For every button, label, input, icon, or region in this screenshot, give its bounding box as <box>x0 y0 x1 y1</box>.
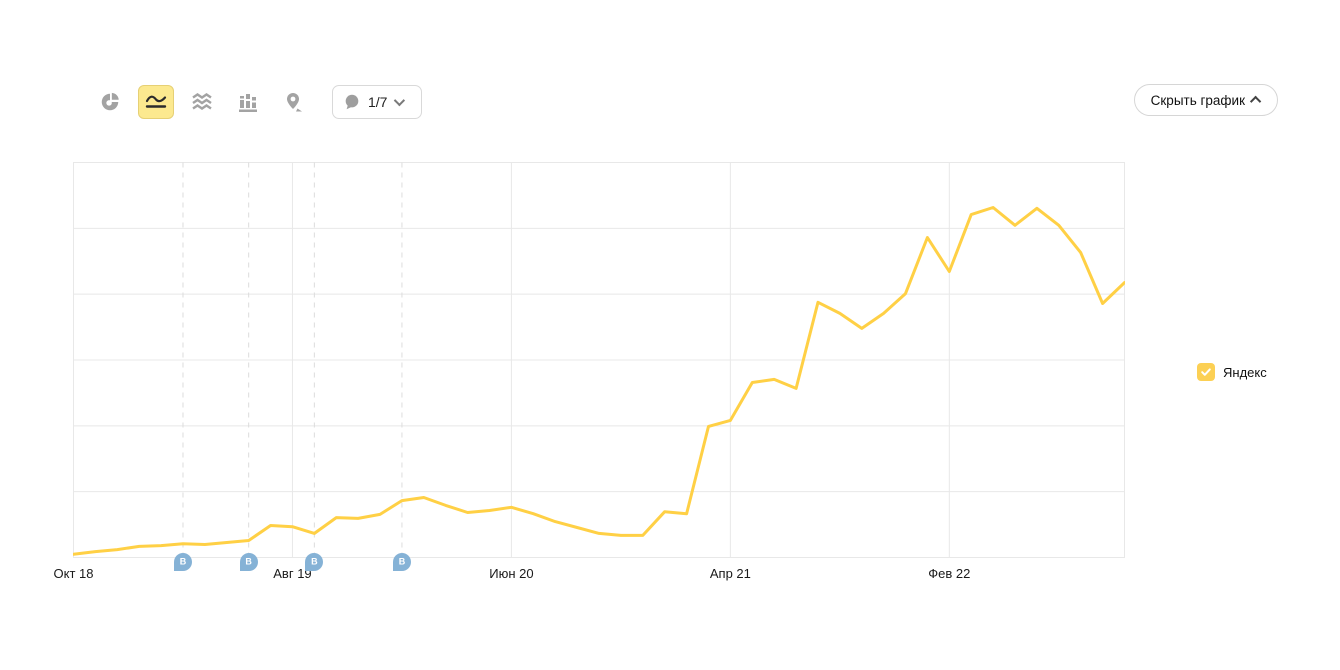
legend-label: Яндекс <box>1223 364 1267 380</box>
x-axis-label: Окт 18 <box>53 566 94 581</box>
annotation-pin-letter: В <box>398 556 406 566</box>
annotation-pin[interactable]: В <box>239 553 258 571</box>
bar-chart-icon <box>239 94 257 112</box>
hide-chart-label: Скрыть график <box>1150 92 1245 108</box>
chart-plot-area <box>73 162 1125 558</box>
annotation-pin[interactable]: В <box>305 553 324 571</box>
chart-type-line-button[interactable] <box>138 85 174 119</box>
chart-svg <box>73 162 1125 558</box>
annotation-pin[interactable]: В <box>392 553 411 571</box>
annotation-pin-letter: В <box>179 556 187 566</box>
map-pin-icon <box>287 93 302 112</box>
chart-type-bar-button[interactable] <box>230 85 266 119</box>
annotation-pin-letter: В <box>311 556 318 566</box>
chart-type-stacked-area-button[interactable] <box>184 85 220 119</box>
legend-item-yandex[interactable]: Яндекс <box>1197 363 1267 381</box>
x-axis-label: Июн 20 <box>489 566 534 581</box>
check-icon <box>1201 368 1211 376</box>
legend-checkbox[interactable] <box>1197 363 1215 381</box>
chevron-up-icon <box>1249 95 1262 108</box>
series-line-Яндекс <box>73 206 1125 556</box>
annotation-pin-letter: В <box>245 556 252 566</box>
chart-type-map-button[interactable] <box>276 85 312 119</box>
speech-bubble-icon <box>345 94 359 110</box>
x-axis-label: Авг 19 <box>273 566 312 581</box>
annotation-pin[interactable]: В <box>173 553 192 571</box>
annotations-dropdown-value: 1/7 <box>368 94 388 110</box>
pie-chart-icon <box>101 92 119 111</box>
chart-type-pie-button[interactable] <box>92 85 128 119</box>
x-axis-label: Апр 21 <box>709 566 751 581</box>
x-axis-label: Фев 22 <box>928 566 971 581</box>
line-chart-icon <box>145 95 167 108</box>
stacked-area-icon <box>192 93 212 110</box>
annotations-dropdown[interactable]: 1/7 <box>332 85 422 119</box>
chevron-down-icon <box>394 94 406 107</box>
hide-chart-button[interactable]: Скрыть график <box>1133 84 1278 116</box>
chart-toolbar: 1/7 <box>92 84 422 120</box>
